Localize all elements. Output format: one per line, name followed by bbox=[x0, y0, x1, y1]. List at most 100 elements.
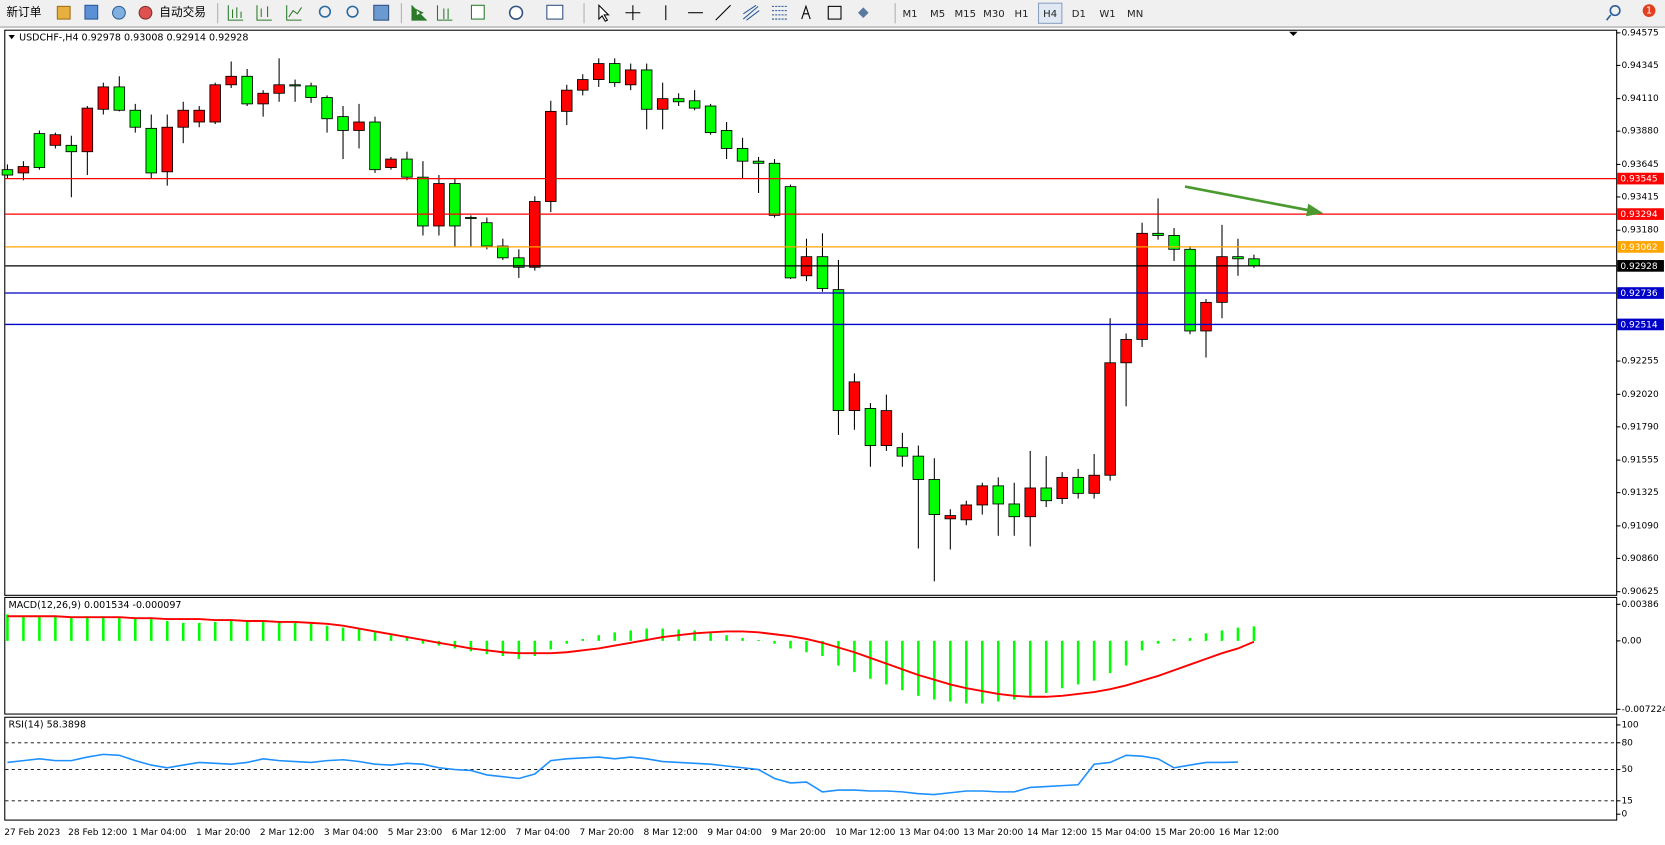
macd-bar bbox=[996, 640, 1000, 702]
icon[interactable] bbox=[346, 5, 359, 18]
candle-body bbox=[545, 110, 557, 202]
y-tick-label: 0.90860 bbox=[1621, 554, 1659, 564]
alert-badge[interactable] bbox=[1642, 4, 1656, 17]
candle-body bbox=[896, 447, 909, 457]
macd-bar bbox=[1108, 640, 1112, 674]
timeframe-button[interactable]: MN bbox=[1127, 9, 1143, 20]
toolbar-bg bbox=[0, 0, 1665, 27]
timeframe-button[interactable]: M30 bbox=[983, 9, 1005, 20]
candle-body bbox=[561, 89, 573, 112]
candle-body bbox=[752, 160, 765, 164]
rsi-window bbox=[4, 716, 1618, 821]
timeframe-button[interactable]: D1 bbox=[1072, 9, 1086, 20]
macd-bar bbox=[597, 635, 601, 641]
macd-window bbox=[4, 596, 1618, 715]
icon[interactable] bbox=[227, 5, 244, 21]
new-order-button[interactable]: 新订单 bbox=[6, 5, 41, 19]
timeframe-button[interactable]: M1 bbox=[902, 9, 917, 20]
macd-bar bbox=[181, 622, 185, 641]
icon[interactable] bbox=[318, 5, 332, 18]
candle-body bbox=[1152, 232, 1164, 236]
x-tick-label: 1 Mar 04:00 bbox=[132, 828, 187, 838]
candle-body bbox=[608, 63, 621, 84]
price-level-label: 0.93545 bbox=[1620, 175, 1657, 185]
timeframe-button[interactable]: H1 bbox=[1015, 9, 1029, 20]
macd-bar bbox=[1172, 638, 1176, 641]
y-tick-label: 0.00386 bbox=[1621, 600, 1659, 610]
icon[interactable] bbox=[411, 5, 427, 21]
icon[interactable] bbox=[84, 4, 99, 20]
x-tick-label: 15 Mar 20:00 bbox=[1155, 828, 1215, 838]
x-tick-label: 15 Mar 04:00 bbox=[1091, 828, 1151, 838]
candle-body bbox=[1120, 339, 1132, 364]
icon[interactable] bbox=[827, 5, 842, 20]
candle-body bbox=[449, 183, 461, 227]
icon[interactable] bbox=[286, 5, 303, 21]
candle-body bbox=[656, 98, 669, 110]
y-tick-label: 0.93645 bbox=[1621, 160, 1658, 170]
candle-body bbox=[577, 79, 589, 91]
icon[interactable] bbox=[598, 4, 610, 22]
macd-bar bbox=[389, 635, 393, 641]
candle-body bbox=[768, 162, 781, 216]
icon[interactable] bbox=[625, 5, 641, 21]
timeframe-button[interactable]: H4 bbox=[1043, 9, 1057, 20]
macd-bar bbox=[565, 640, 569, 644]
macd-bar bbox=[933, 640, 936, 700]
candle-body bbox=[353, 121, 365, 131]
icon[interactable] bbox=[56, 5, 71, 20]
candle-body bbox=[1008, 503, 1020, 518]
macd-bar bbox=[917, 640, 920, 696]
macd-bar bbox=[1204, 633, 1208, 641]
icon[interactable] bbox=[546, 4, 564, 20]
candle-body bbox=[832, 289, 845, 412]
icon[interactable] bbox=[715, 4, 731, 21]
y-tick-label: 50 bbox=[1621, 765, 1633, 775]
icon[interactable] bbox=[436, 5, 453, 21]
icon[interactable] bbox=[508, 5, 524, 20]
new-order-label: 新订单 bbox=[6, 5, 41, 19]
y-tick-label: -0.007224 bbox=[1621, 705, 1665, 715]
icon[interactable] bbox=[112, 5, 126, 20]
macd-bar bbox=[1060, 640, 1064, 689]
candle-body bbox=[592, 63, 605, 80]
macd-bar bbox=[981, 640, 984, 704]
price-level-label: 0.92514 bbox=[1620, 320, 1658, 330]
plot: USDCHF-,H4 0.92978 0.93008 0.92914 0.929… bbox=[1, 28, 1665, 838]
icon[interactable] bbox=[373, 4, 390, 21]
icon[interactable] bbox=[771, 5, 787, 20]
icon[interactable] bbox=[742, 4, 760, 21]
candle-body bbox=[337, 116, 349, 131]
icon[interactable] bbox=[857, 7, 869, 19]
macd-bar bbox=[501, 640, 505, 657]
candle-body bbox=[17, 166, 30, 174]
candle-body bbox=[848, 381, 861, 412]
y-tick-label: 0.91090 bbox=[1621, 521, 1659, 531]
timeframe-button[interactable]: M15 bbox=[954, 9, 976, 20]
candle-body bbox=[289, 84, 301, 87]
icon[interactable] bbox=[256, 5, 272, 21]
candle-body bbox=[321, 97, 333, 120]
price-level-label: 0.92928 bbox=[1620, 262, 1658, 272]
macd-bar bbox=[517, 640, 521, 659]
y-tick-label: 15 bbox=[1621, 796, 1632, 806]
timeframe-button[interactable]: M5 bbox=[930, 9, 945, 20]
candle-body bbox=[193, 109, 205, 123]
macd-bar bbox=[741, 638, 744, 641]
symbol-menu[interactable] bbox=[8, 34, 15, 40]
y-tick-label: 0.94345 bbox=[1621, 61, 1658, 71]
icon[interactable] bbox=[801, 4, 811, 20]
icon[interactable] bbox=[470, 4, 485, 20]
shift-marker bbox=[1289, 31, 1298, 37]
x-tick-label: 5 Mar 23:00 bbox=[388, 828, 443, 838]
timeframe-button[interactable]: W1 bbox=[1099, 9, 1115, 20]
timeframes: M1 M5 M15 M30 H1 H4 D1 W1 MN bbox=[902, 9, 1143, 20]
auto-trading-button[interactable]: 自动交易 bbox=[138, 5, 206, 20]
macd-bar bbox=[197, 622, 201, 641]
macd-bar bbox=[629, 630, 632, 641]
search-icon[interactable] bbox=[1609, 5, 1621, 17]
macd-bar bbox=[1124, 640, 1128, 666]
macd-bar bbox=[309, 623, 313, 641]
price-level-label: 0.93062 bbox=[1620, 243, 1657, 253]
macd-bar bbox=[261, 620, 265, 641]
